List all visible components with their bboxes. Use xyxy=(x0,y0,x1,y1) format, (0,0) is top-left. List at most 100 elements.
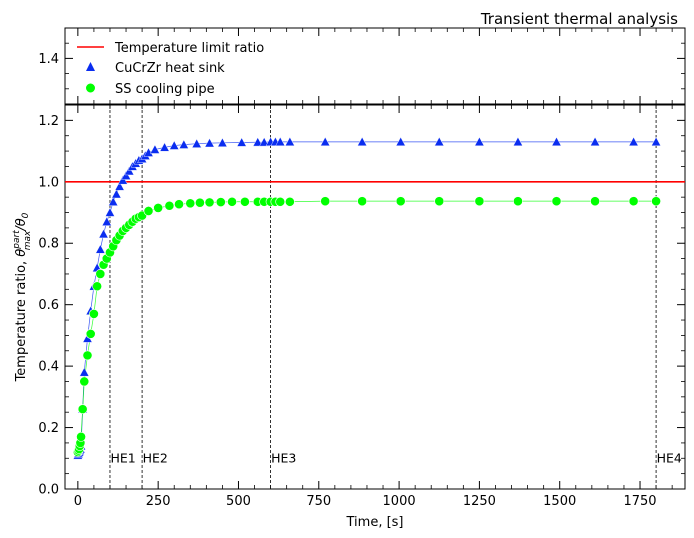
ss-point xyxy=(513,196,523,207)
y-axis-label-tail: /θ xyxy=(14,218,29,231)
ss-point xyxy=(590,196,600,207)
cucrzr-point xyxy=(121,170,131,180)
cucrzr-point xyxy=(95,244,106,254)
ss-point xyxy=(164,200,175,211)
cucrzr-point xyxy=(357,136,368,146)
ss-point xyxy=(204,197,215,208)
cucrzr-point xyxy=(628,136,639,146)
ss-point xyxy=(434,196,445,207)
y-axis-label: Temperature ratio, θpartmax/θ0 xyxy=(12,212,33,382)
ss-point xyxy=(651,196,661,207)
legend-label-cucrzr: CuCrZr heat sink xyxy=(115,61,225,76)
ss-point xyxy=(474,196,485,207)
cucrzr-point xyxy=(79,367,90,377)
cucrzr-point xyxy=(98,229,109,239)
legend-swatch-ss xyxy=(85,82,96,94)
ss-point xyxy=(284,196,295,207)
cucrzr-point xyxy=(259,137,270,147)
cucrzr-point xyxy=(217,137,228,147)
x-tick-label: 1000 xyxy=(383,494,416,509)
main-panel-frame xyxy=(64,104,686,490)
x-tick-label: 750 xyxy=(306,494,331,509)
ss-point xyxy=(551,196,562,207)
y-tick-label: 0.0 xyxy=(38,483,59,498)
cucrzr-point xyxy=(236,137,247,147)
cucrzr-point xyxy=(284,136,295,146)
upper-y-tick-label: 1.4 xyxy=(38,52,59,67)
x-tick-label: 1750 xyxy=(623,494,656,509)
x-tick-label: 500 xyxy=(226,494,251,509)
ss-point xyxy=(77,404,88,415)
ss-point xyxy=(227,196,237,207)
upper-panel: 1.4 Temperature limit ratio CuCrZr heat … xyxy=(38,27,686,105)
y-axis-label-sup: part xyxy=(12,230,22,250)
cucrzr-point xyxy=(169,140,180,150)
x-tick-label: 0 xyxy=(74,494,82,509)
ss-point xyxy=(143,206,154,216)
cucrzr-point xyxy=(204,138,215,148)
y-tick-label: 0.6 xyxy=(38,298,59,313)
cucrzr-point xyxy=(111,189,122,199)
y-axis-label-tail-sub: 0 xyxy=(21,212,31,218)
cucrzr-point xyxy=(108,196,119,206)
ss-point xyxy=(215,197,226,207)
ss-point xyxy=(239,196,250,207)
y-tick-label: 0.4 xyxy=(38,360,59,375)
legend-label-ss: SS cooling pipe xyxy=(115,82,215,97)
cucrzr-point xyxy=(252,137,263,147)
cucrzr-point xyxy=(320,136,331,146)
ss-point xyxy=(395,196,406,207)
event-label-he1: HE1 xyxy=(110,450,135,465)
cucrzr-point xyxy=(434,136,445,146)
ss-point xyxy=(85,328,96,339)
legend-label-limit: Temperature limit ratio xyxy=(114,41,264,56)
event-label-he4: HE4 xyxy=(657,450,682,465)
cucrzr-point xyxy=(191,138,202,148)
x-tick-label: 1500 xyxy=(543,494,576,509)
ss-point xyxy=(95,269,106,279)
event-label-he2: HE2 xyxy=(143,450,168,465)
cucrzr-point xyxy=(124,166,135,176)
cucrzr-point xyxy=(114,181,125,191)
cucrzr-point xyxy=(150,144,160,154)
y-tick-label: 0.2 xyxy=(38,421,59,436)
cucrzr-point xyxy=(117,175,128,185)
cucrzr-point xyxy=(513,136,523,146)
y-axis-label-main: Temperature ratio, xyxy=(14,257,29,383)
y-tick-label: 1.0 xyxy=(38,175,59,190)
ss-point xyxy=(174,199,184,210)
legend-swatch-cucrzr xyxy=(86,62,95,71)
cucrzr-point xyxy=(275,136,286,146)
upper-panel-frame xyxy=(64,27,686,105)
ss-point xyxy=(320,196,331,207)
ss-point xyxy=(275,196,286,207)
y-tick-label: 0.8 xyxy=(38,237,59,252)
heat-event-lines: HE1 HE2 HE3 HE4 xyxy=(109,105,682,489)
x-axis-label: Time, [s] xyxy=(346,515,404,530)
upper-panel-ticks: 1.4 xyxy=(38,28,685,104)
legend: Temperature limit ratio CuCrZr heat sink… xyxy=(77,41,264,97)
ss-point xyxy=(92,281,103,292)
chart-title: Transient thermal analysis xyxy=(480,10,678,28)
cucrzr-point xyxy=(651,136,662,146)
cucrzr-point xyxy=(159,142,170,152)
ss-point xyxy=(82,350,93,361)
event-label-he3: HE3 xyxy=(271,450,296,465)
ss-point xyxy=(153,203,164,213)
cucrzr-point xyxy=(474,136,485,146)
ss-point xyxy=(185,198,196,209)
ss-point xyxy=(89,308,99,319)
cucrzr-point xyxy=(590,136,600,146)
y-axis-label-theta: θ xyxy=(14,249,29,257)
x-tick-label: 1250 xyxy=(463,494,496,509)
y-axis-label-sub: max xyxy=(23,230,33,250)
ss-point xyxy=(76,431,86,442)
series-points xyxy=(72,136,662,460)
ss-point xyxy=(357,196,368,207)
y-tick-label: 1.2 xyxy=(38,114,59,129)
ss-point xyxy=(195,197,205,208)
cucrzr-point xyxy=(105,207,115,217)
ss-point xyxy=(628,196,639,207)
cucrzr-point xyxy=(101,216,112,226)
